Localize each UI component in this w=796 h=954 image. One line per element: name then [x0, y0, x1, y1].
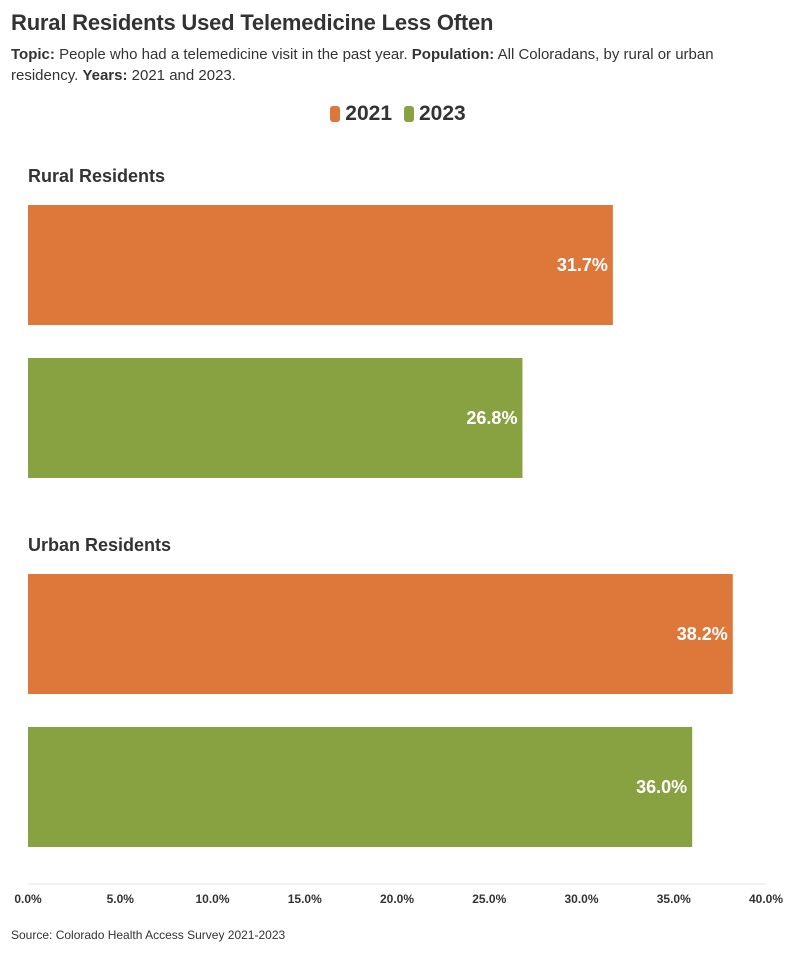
x-tick-label: 40.0%: [749, 892, 783, 906]
legend-label-2023: 2023: [419, 102, 466, 125]
bar-2023-0: [28, 358, 523, 478]
bar-2021-0: [28, 205, 613, 325]
group-label-1: Urban Residents: [28, 535, 171, 555]
chart-subtitle: Topic: People who had a telemedicine vis…: [11, 44, 781, 86]
source-note: Source: Colorado Health Access Survey 20…: [11, 928, 286, 942]
bar-value-label-2023-0: 26.8%: [466, 408, 517, 428]
x-tick-label: 5.0%: [107, 892, 135, 906]
group-label-0: Rural Residents: [28, 166, 165, 186]
population-label: Population:: [411, 46, 495, 63]
topic-label: Topic:: [11, 46, 55, 63]
legend-item-2023[interactable]: 2023: [404, 102, 466, 126]
legend-swatch-2021: [330, 106, 341, 122]
topic-text: People who had a telemedicine visit in t…: [59, 46, 408, 63]
legend-item-2021[interactable]: 2021: [330, 102, 392, 126]
x-tick-label: 35.0%: [657, 892, 691, 906]
chart-legend: 2021 2023: [0, 102, 796, 126]
bar-value-label-2021-1: 38.2%: [677, 624, 728, 644]
bar-2023-1: [28, 727, 693, 847]
x-tick-label: 25.0%: [472, 892, 506, 906]
bar-2021-1: [28, 574, 733, 694]
years-label: Years:: [82, 67, 128, 84]
legend-swatch-2023: [404, 106, 414, 122]
bar-value-label-2021-0: 31.7%: [557, 255, 608, 275]
x-tick-label: 30.0%: [564, 892, 598, 906]
legend-label-2021: 2021: [345, 102, 392, 125]
bar-value-label-2023-1: 36.0%: [636, 777, 687, 797]
population-text: All Coloradans, by rural or urban reside…: [11, 46, 714, 84]
x-tick-label: 20.0%: [380, 892, 414, 906]
x-tick-label: 15.0%: [288, 892, 322, 906]
years-text: 2021 and 2023.: [131, 67, 236, 84]
x-tick-label: 10.0%: [195, 892, 229, 906]
x-tick-label: 0.0%: [14, 892, 42, 906]
chart-title: Rural Residents Used Telemedicine Less O…: [11, 10, 494, 35]
